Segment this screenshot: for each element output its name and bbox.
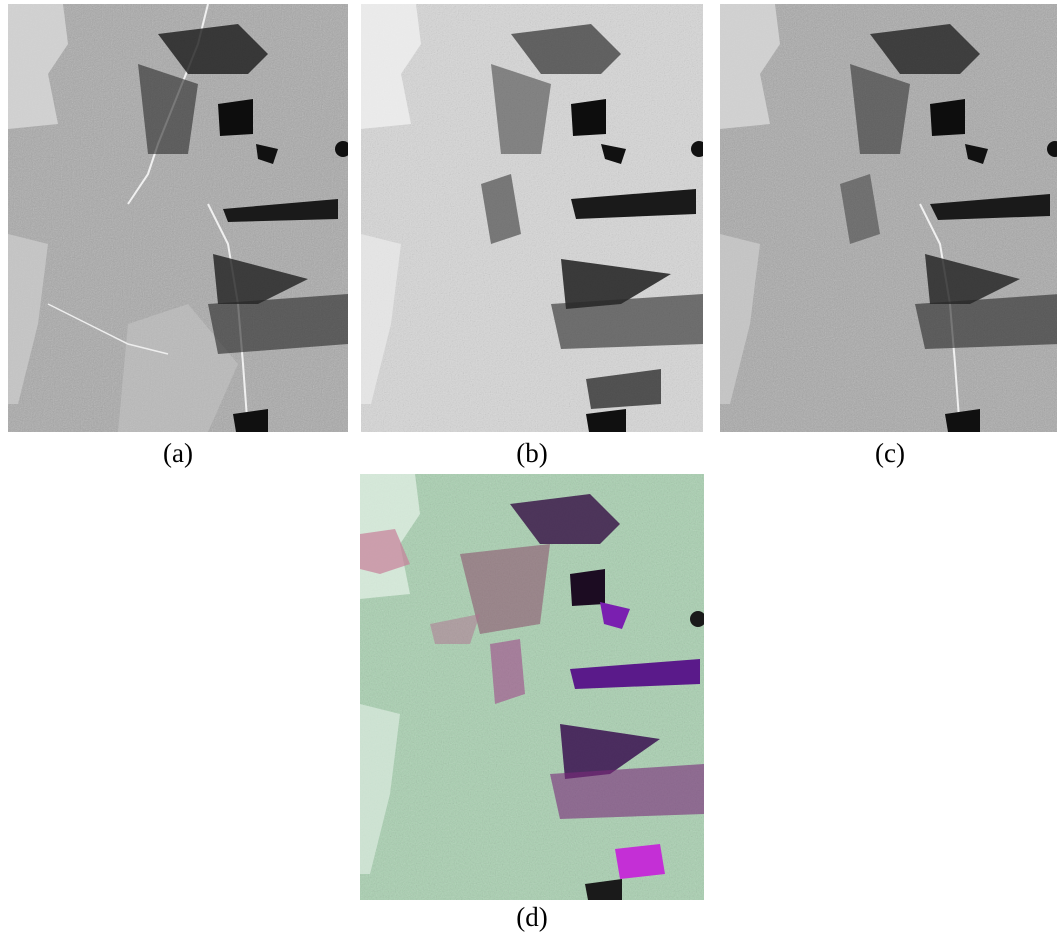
- sar-image-c-graphic: [720, 4, 1057, 432]
- speckle-texture: [720, 4, 1057, 432]
- sar-image-d: [360, 474, 704, 900]
- sar-image-a-graphic: [8, 4, 348, 432]
- caption-c: (c): [875, 438, 905, 468]
- caption-a: (a): [163, 438, 193, 468]
- speckle-texture: [361, 4, 703, 432]
- sar-image-a: [8, 4, 348, 432]
- speckle-texture: [360, 474, 704, 900]
- caption-b: (b): [516, 438, 548, 468]
- sar-image-b-graphic: [361, 4, 703, 432]
- caption-d: (d): [516, 902, 548, 932]
- sar-image-d-graphic: [360, 474, 704, 900]
- sar-image-b: [361, 4, 703, 432]
- sar-image-c: [720, 4, 1057, 432]
